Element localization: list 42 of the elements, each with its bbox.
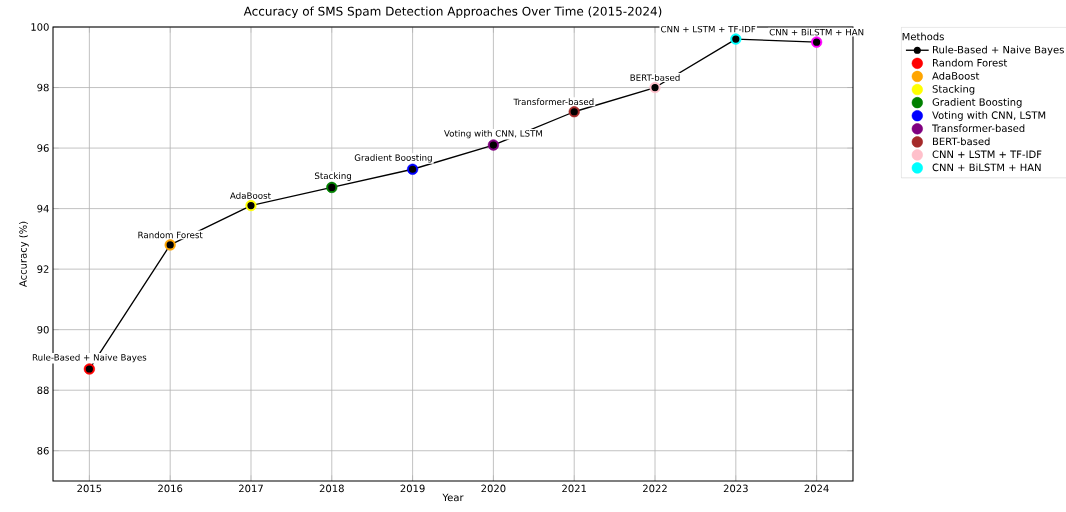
y-tick-label: 96 [37,144,49,152]
x-tick-label: 2018 [319,484,344,493]
annotation: Rule-Based + Naive Bayes [32,353,147,363]
y-tick-label: 92 [37,265,49,273]
x-tick-label: 2023 [723,484,748,493]
legend-label: Gradient Boosting [932,98,1022,108]
x-tick-label: 2022 [643,484,667,493]
y-tick-label: 100 [31,23,49,31]
x-tick-label: 2024 [804,484,829,493]
legend-label: CNN + BiLSTM + HAN [932,163,1041,172]
x-tick-label: 2017 [238,484,263,493]
annotation: Transformer-based [513,98,594,106]
annotation: CNN + LSTM + TF-IDF [661,25,756,33]
y-tick-label: 86 [37,446,49,455]
x-axis-title: Year [442,493,464,502]
annotation: Random Forest [138,231,203,239]
y-axis-title: Accuracy (%) [19,221,29,287]
annotation: Stacking [314,172,351,181]
legend-label: Transformer-based [932,124,1025,133]
legend-title: Methods [902,32,944,41]
legend-label: BERT-based [933,137,990,146]
x-tick-label: 2020 [481,484,506,493]
x-tick-label: 2015 [77,484,102,493]
legend-label: Rule-Based + Naive Bayes [933,45,1064,56]
x-tick-label: 2021 [562,484,586,493]
legend-label: CNN + LSTM + TF-IDF [932,150,1042,159]
annotation: AdaBoost [229,192,271,199]
y-tick-label: 90 [37,325,49,334]
chart-title: Accuracy of SMS Spam Detection Approaches Over Time (2015-2024) [243,6,662,19]
annotation: CNN + BiLSTM + HAN [769,28,864,36]
legend-label: AdaBoost [932,71,980,80]
legend-label: Stacking [932,85,975,95]
legend-label: Voting with CNN, LSTM [932,111,1046,121]
legend-label: Random Forest [933,58,1008,67]
y-tick-label: 94 [37,204,49,213]
y-tick-label: 98 [37,83,49,92]
x-tick-label: 2019 [400,484,425,493]
x-tick-label: 2016 [158,484,183,493]
y-tick-label: 88 [37,386,49,394]
annotation: Voting with CNN, LSTM [444,129,542,139]
annotation: BERT-based [630,74,680,81]
annotation: Gradient Boosting [354,154,432,163]
